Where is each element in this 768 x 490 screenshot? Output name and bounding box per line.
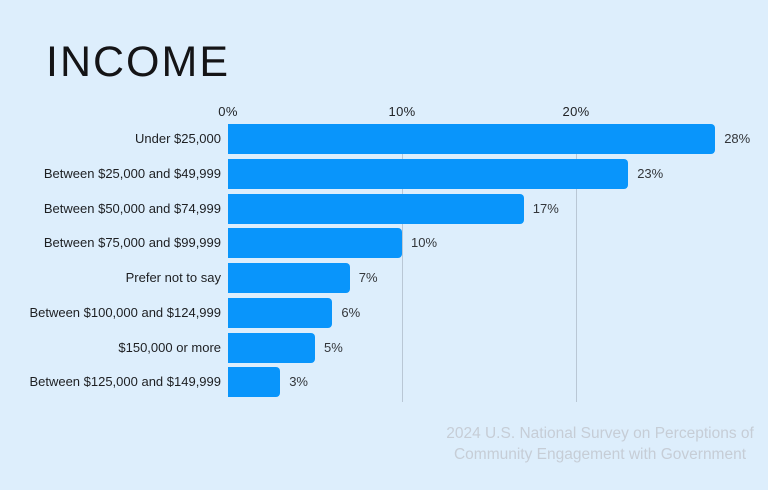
gridline [402,124,403,402]
category-label: $150,000 or more [118,340,221,355]
category-label: Prefer not to say [125,270,221,285]
source-note-line1: 2024 U.S. National Survey on Perceptions… [446,425,754,442]
bar-row: Between $100,000 and $124,999 6% [0,298,768,328]
value-label: 5% [324,340,343,355]
bar-row: $150,000 or more 5% [0,333,768,363]
source-note-line2: Community Engagement with Government [453,445,747,463]
category-label: Between $75,000 and $99,999 [43,235,221,250]
category-label: Between $125,000 and $149,999 [29,374,221,389]
value-label: 28% [724,131,751,146]
category-label: Under $25,000 [134,131,221,146]
bar [228,228,402,258]
value-label: 6% [341,305,361,320]
value-label: 23% [637,166,664,181]
bar-row: Prefer not to say 7% [0,263,768,293]
category-label: Between $50,000 and $74,999 [43,201,221,216]
value-label: 17% [532,201,559,216]
bar [228,333,315,363]
bar-row: Between $125,000 and $149,999 3% [0,367,768,397]
x-tick-label: 10% [388,104,416,119]
bar [228,263,350,293]
bar [228,367,281,397]
value-label: 7% [358,270,378,285]
bar-row: Between $75,000 and $99,999 10% [0,228,768,258]
value-label: 10% [411,235,438,250]
gridline [576,124,577,402]
value-label: 3% [289,374,308,389]
bar [228,159,629,189]
bar [228,194,524,224]
x-tick-label: 20% [562,104,590,119]
bar-row: Under $25,000 28% [0,124,768,154]
bar-row: Between $50,000 and $74,999 17% [0,194,768,224]
bar-row: Between $25,000 and $49,999 23% [0,159,768,189]
bar [228,298,333,328]
category-label: Between $25,000 and $49,999 [43,166,221,181]
chart-title: INCOME [46,38,230,86]
bar [228,124,716,154]
source-note: 2024 U.S. National Survey on Perceptions… [440,424,760,466]
category-label: Between $100,000 and $124,999 [29,305,221,320]
x-tick-label: 0% [218,104,238,119]
